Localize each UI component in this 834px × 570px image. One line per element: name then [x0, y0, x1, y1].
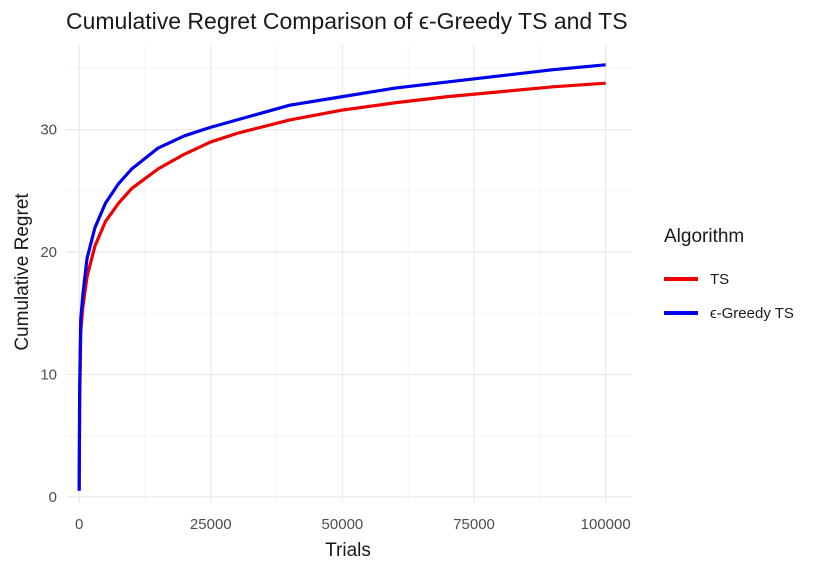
series-line-egreedy-ts	[77, 63, 606, 491]
series-lines	[77, 63, 606, 491]
legend-label-ts: TS	[710, 270, 730, 288]
grid-lines	[66, 44, 632, 503]
y-tick-label: 30	[40, 122, 57, 139]
x-tick-label: 50000	[322, 516, 364, 533]
legend: Algorithm TS ϵ-Greedy TS	[664, 226, 794, 330]
legend-title: Algorithm	[664, 226, 745, 247]
legend-key-ts	[664, 277, 698, 281]
x-tick-label: 100000	[581, 516, 631, 533]
tick-labels: 0 25000 50000 75000 100000 0 10 20 30	[40, 122, 630, 533]
y-tick-label: 10	[40, 366, 57, 383]
legend-item-egreedy-ts: ϵ-Greedy TS	[664, 296, 794, 330]
legend-item-ts: TS	[664, 262, 794, 296]
x-tick-label: 75000	[453, 516, 495, 533]
legend-key-egreedy-ts	[664, 311, 698, 315]
y-tick-label: 20	[40, 244, 57, 261]
x-tick-label: 0	[75, 516, 83, 533]
x-tick-label: 25000	[190, 516, 232, 533]
chart-title: Cumulative Regret Comparison of ϵ-Greedy…	[66, 8, 628, 34]
y-axis-title: Cumulative Regret	[12, 193, 33, 351]
y-tick-label: 0	[49, 489, 57, 506]
legend-label-egreedy-ts: ϵ-Greedy TS	[710, 304, 794, 322]
x-axis-title: Trials	[325, 540, 371, 561]
